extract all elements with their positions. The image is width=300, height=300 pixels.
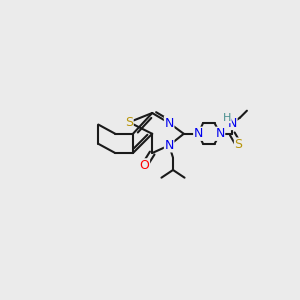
Text: N: N	[194, 127, 203, 140]
Text: S: S	[125, 116, 133, 129]
Text: O: O	[140, 159, 149, 172]
Text: N: N	[228, 116, 237, 130]
Text: N: N	[215, 127, 225, 140]
Text: S: S	[235, 138, 242, 151]
Text: N: N	[164, 116, 174, 130]
Text: H: H	[223, 112, 231, 123]
Text: N: N	[164, 139, 174, 152]
